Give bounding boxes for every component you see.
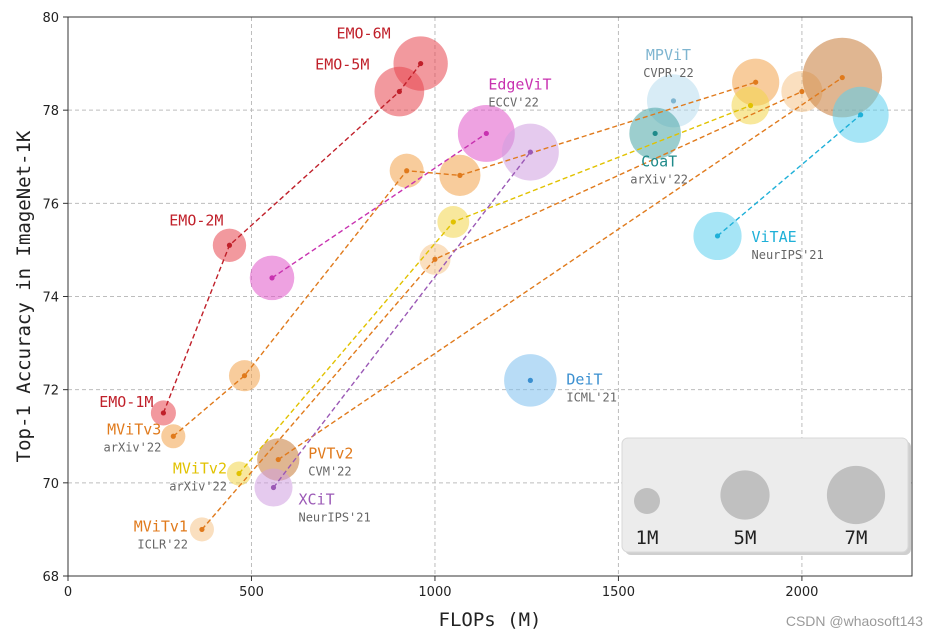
point-labels: EMO-1M EMO-2M EMO-5M EMO-6M EdgeViT ECCV'22 MV…	[99, 25, 824, 552]
center-dot	[275, 456, 281, 463]
point-label: MPViT	[646, 46, 691, 64]
center-dot	[670, 98, 677, 104]
center-dot	[160, 410, 167, 416]
y-tick-label: 74	[42, 291, 59, 306]
venue-label: ICML'21	[566, 390, 617, 404]
center-dot	[714, 233, 721, 239]
size-legend: 1M 5M 7M	[621, 437, 911, 555]
point-label: EdgeViT	[488, 75, 551, 93]
point-label: PVTv2	[308, 445, 353, 463]
center-dot	[450, 219, 456, 225]
center-dot	[839, 74, 845, 81]
center-dot	[269, 275, 275, 281]
y-tick-label: 68	[42, 570, 59, 585]
venue-label: arXiv'22	[169, 480, 227, 494]
y-tick-label: 70	[42, 477, 59, 492]
center-dot	[404, 168, 410, 174]
point-label: CoaT	[641, 152, 677, 170]
venue-label: arXiv'22	[630, 172, 688, 186]
venue-label: NeurIPS'21	[298, 510, 370, 524]
y-tick-label: 80	[42, 11, 59, 26]
center-dot	[753, 79, 759, 85]
series-line	[277, 76, 843, 461]
point-label: DeiT	[566, 370, 602, 388]
series-line	[272, 151, 531, 488]
center-dot	[527, 149, 533, 155]
center-dot	[236, 470, 242, 477]
x-tick-label: 0	[64, 585, 72, 600]
x-tick-label: 1000	[418, 585, 451, 600]
center-dot	[226, 242, 233, 248]
center-dot	[199, 526, 205, 533]
x-tick-label: 1500	[602, 585, 635, 600]
series-line	[271, 132, 487, 279]
venue-label: ECCV'22	[488, 95, 539, 109]
venue-label: NeurIPS'21	[752, 248, 824, 262]
center-dots	[160, 60, 864, 533]
venue-label: ICLR'22	[137, 537, 188, 551]
center-dot	[170, 433, 176, 439]
point-label: XCiT	[298, 490, 334, 508]
legend-label: 5M	[734, 527, 757, 549]
x-axis-label: FLOPs (M)	[439, 609, 542, 631]
point-label: MViTv2	[173, 460, 227, 478]
series-line	[717, 114, 862, 237]
y-axis-label: Top-1 Accuracy in ImageNet-1K	[13, 130, 35, 462]
center-dot	[418, 60, 424, 67]
center-dot	[747, 102, 754, 109]
venue-label: CVPR'22	[643, 66, 694, 80]
center-dot	[527, 377, 533, 383]
legend-bubble	[634, 488, 660, 514]
point-label: EMO-5M	[315, 56, 369, 74]
y-tick-label: 78	[42, 104, 59, 119]
legend-bubble	[826, 465, 886, 525]
point-label: MViTv3	[107, 420, 161, 438]
center-dot	[396, 88, 402, 95]
legend-label: 7M	[845, 527, 868, 549]
center-dot	[483, 130, 489, 137]
series-line	[162, 63, 422, 414]
venue-label: CVM'22	[308, 465, 351, 479]
point-label: MViTv1	[134, 517, 188, 535]
y-tick-label: 76	[42, 197, 59, 212]
legend-label: 1M	[636, 527, 659, 549]
center-dot	[241, 373, 248, 379]
point-label: EMO-1M	[99, 393, 153, 411]
center-dot	[652, 130, 658, 137]
center-dot	[799, 88, 805, 95]
legend-bubble	[720, 470, 770, 520]
point-label: EMO-2M	[169, 211, 223, 229]
center-dot	[432, 256, 438, 262]
watermark: CSDN @whaosoft143	[785, 613, 923, 629]
point-label: ViTAE	[752, 228, 797, 246]
venue-label: arXiv'22	[104, 440, 162, 454]
x-tick-label: 500	[239, 585, 264, 600]
y-tick-label: 72	[42, 384, 59, 399]
center-dot	[270, 484, 277, 491]
point-label: EMO-6M	[336, 25, 390, 43]
x-tick-label: 2000	[785, 585, 818, 600]
axes: 0 500 1000 1500 2000 68 70 72 74 76 78 80 FLOPs (M) T…	[13, 11, 913, 631]
center-dot	[457, 172, 463, 178]
center-dot	[858, 112, 864, 118]
